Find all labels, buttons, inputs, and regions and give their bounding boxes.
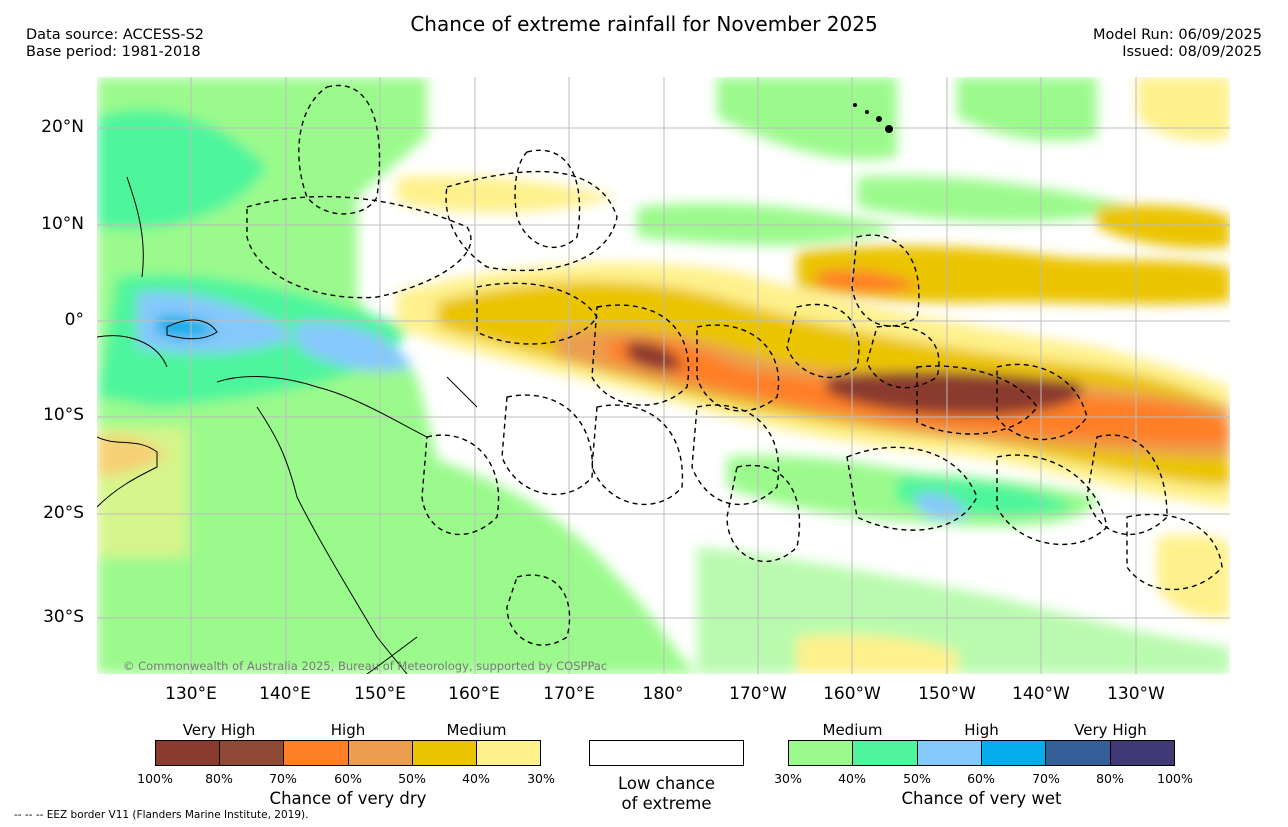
model-info: Model Run: 06/09/2025 Issued: 08/09/2025: [1093, 27, 1262, 61]
dry-tick: 70%: [269, 771, 297, 786]
lon-label-170e: 170°E: [543, 684, 595, 704]
wet-tick: 100%: [1157, 771, 1193, 786]
base-period: Base period: 1981-2018: [26, 44, 201, 60]
wet-swatch: [1110, 741, 1174, 765]
probability-fields: [97, 77, 1230, 674]
lon-label-170w: 170°W: [729, 684, 787, 704]
wet-swatch: [789, 741, 854, 765]
dry-high-label: High: [330, 721, 366, 739]
lat-label-0: 0°: [64, 310, 84, 330]
dry-swatch: [348, 741, 413, 765]
data-source-info: Data source: ACCESS-S2 Base period: 1981…: [26, 27, 204, 61]
lat-label-30s: 30°S: [43, 607, 84, 627]
dry-tick: 60%: [334, 771, 362, 786]
issued-date: Issued: 08/09/2025: [1122, 44, 1262, 60]
dry-tick: 30%: [527, 771, 555, 786]
lon-label-160e: 160°E: [448, 684, 500, 704]
eez-borders: [246, 84, 1223, 646]
dry-caption: Chance of very dry: [269, 789, 427, 808]
lon-label-180: 180°: [642, 684, 684, 704]
lat-label-10n: 10°N: [41, 214, 84, 234]
data-source: Data source: ACCESS-S2: [26, 27, 205, 43]
dry-medium-label: Medium: [446, 721, 507, 739]
wet-swatch: [981, 741, 1047, 765]
low-chance-line2: of extreme: [621, 794, 712, 813]
lon-label-150e: 150°E: [354, 684, 406, 704]
dry-tick: 80%: [205, 771, 233, 786]
dry-swatch: [412, 741, 477, 765]
wet-tick: 30%: [774, 771, 802, 786]
dry-colorbar: [155, 740, 541, 766]
wet-very-high-label: Very High: [1074, 721, 1147, 739]
low-chance-label: Low chance of extreme: [589, 774, 744, 814]
wet-high-label: High: [964, 721, 999, 739]
wet-caption: Chance of very wet: [901, 789, 1062, 808]
low-chance-swatch: [589, 740, 744, 766]
model-run: Model Run: 06/09/2025: [1092, 27, 1262, 43]
lon-label-140w: 140°W: [1012, 684, 1070, 704]
dry-very-high-label: Very High: [182, 721, 256, 739]
dry-swatch: [476, 741, 541, 765]
dry-tick: 40%: [462, 771, 490, 786]
rainfall-map: [97, 77, 1230, 674]
lon-label-140e: 140°E: [259, 684, 311, 704]
dry-swatch: [220, 741, 285, 765]
eez-note: -- -- -- EEZ border V11 (Flanders Marine…: [14, 809, 309, 821]
dry-swatch: [156, 741, 221, 765]
lon-label-160w: 160°W: [823, 684, 881, 704]
coastlines: [97, 176, 478, 674]
low-chance-line1: Low chance: [617, 774, 716, 793]
copyright: © Commonwealth of Australia 2025, Bureau…: [123, 659, 608, 673]
wet-swatch: [853, 741, 918, 765]
lat-label-10s: 10°S: [43, 405, 84, 425]
lon-label-130w: 130°W: [1107, 684, 1165, 704]
lon-label-130e: 130°E: [165, 684, 217, 704]
lat-label-20s: 20°S: [43, 503, 84, 523]
wet-swatch: [1046, 741, 1111, 765]
wet-tick: 70%: [1032, 771, 1060, 786]
wet-tick: 80%: [1096, 771, 1124, 786]
dry-tick: 100%: [137, 771, 173, 786]
wet-medium-label: Medium: [822, 721, 883, 739]
wet-tick: 60%: [967, 771, 995, 786]
lat-label-20n: 20°N: [41, 117, 84, 137]
dry-tick: 50%: [398, 771, 426, 786]
dry-swatch: [284, 741, 349, 765]
wet-tick: 40%: [838, 771, 866, 786]
graticule: [97, 77, 1230, 674]
chart-title: Chance of extreme rainfall for November …: [410, 12, 878, 36]
wet-colorbar: [788, 740, 1175, 766]
wet-swatch: [917, 741, 982, 765]
wet-tick: 50%: [903, 771, 931, 786]
lon-label-150w: 150°W: [918, 684, 976, 704]
hawaii-islands: [853, 103, 893, 133]
